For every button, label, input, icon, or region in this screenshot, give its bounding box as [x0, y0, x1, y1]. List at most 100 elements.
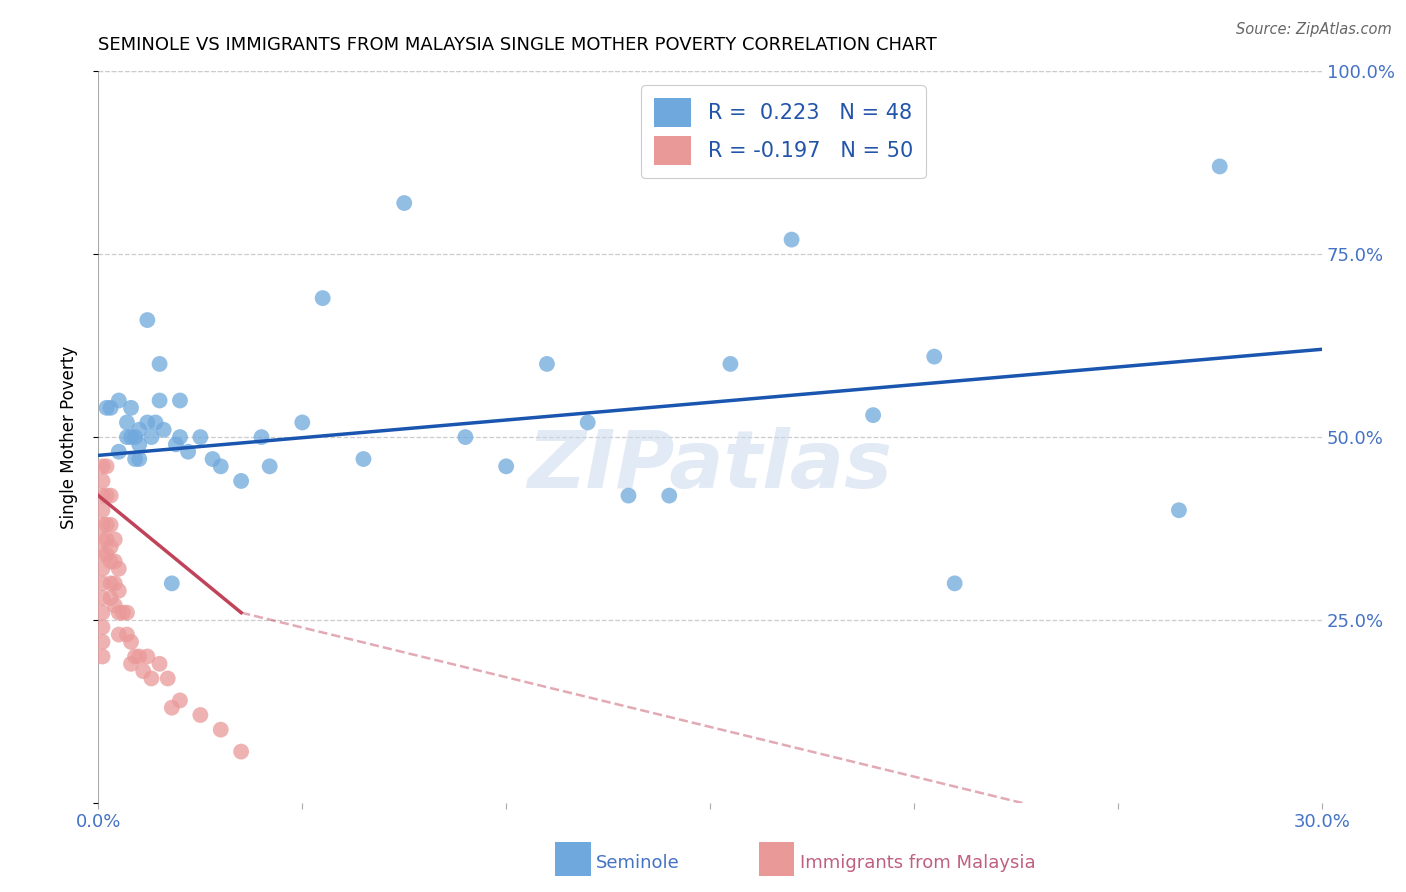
Point [156, 672, 179, 686]
Point [91, 562, 114, 576]
Point [100, 554, 122, 568]
Text: SEMINOLE VS IMMIGRANTS FROM MALAYSIA SINGLE MOTHER POVERTY CORRELATION CHART: SEMINOLE VS IMMIGRANTS FROM MALAYSIA SIN… [98, 36, 938, 54]
Point [104, 554, 127, 568]
Point [720, 357, 742, 371]
Point [91, 474, 114, 488]
Point [108, 393, 131, 408]
Point [495, 459, 517, 474]
Point [862, 408, 884, 422]
Point [141, 672, 163, 686]
Point [392, 196, 416, 211]
Point [259, 459, 281, 474]
Point [169, 430, 191, 444]
Point [250, 430, 273, 444]
Point [115, 627, 138, 641]
Legend: R =  0.223   N = 48, R = -0.197   N = 50: R = 0.223 N = 48, R = -0.197 N = 50 [641, 86, 925, 178]
Point [91, 606, 114, 620]
Point [91, 459, 114, 474]
Point [149, 357, 172, 371]
Point [115, 416, 138, 430]
Point [96, 547, 118, 561]
Point [91, 489, 114, 503]
Point [922, 350, 945, 364]
Point [201, 452, 224, 467]
Y-axis label: Single Mother Poverty: Single Mother Poverty [59, 345, 77, 529]
Point [454, 430, 477, 444]
Point [352, 452, 374, 467]
Point [91, 649, 114, 664]
Point [104, 576, 127, 591]
Point [128, 452, 150, 467]
Point [576, 416, 599, 430]
Point [943, 576, 966, 591]
Point [160, 576, 183, 591]
Point [209, 723, 232, 737]
Point [91, 533, 114, 547]
Text: Seminole: Seminole [596, 855, 681, 872]
Point [160, 700, 183, 714]
Point [169, 393, 191, 408]
Point [169, 693, 191, 707]
Point [104, 599, 127, 613]
Point [536, 357, 558, 371]
Point [145, 416, 167, 430]
Point [91, 620, 114, 634]
Point [188, 430, 212, 444]
Point [100, 489, 122, 503]
Point [149, 393, 172, 408]
Point [128, 649, 150, 664]
Point [91, 547, 114, 561]
Point [108, 627, 131, 641]
Point [1209, 160, 1232, 174]
Point [165, 437, 187, 451]
Point [91, 517, 114, 532]
Point [100, 540, 122, 554]
Point [128, 423, 150, 437]
Text: ZIPatlas: ZIPatlas [527, 427, 893, 506]
Point [141, 430, 163, 444]
Point [96, 489, 118, 503]
Point [658, 489, 681, 503]
Point [91, 503, 114, 517]
Point [108, 444, 131, 458]
Text: Immigrants from Malaysia: Immigrants from Malaysia [800, 855, 1036, 872]
Point [120, 635, 142, 649]
Point [132, 664, 155, 678]
Point [136, 416, 159, 430]
Point [120, 657, 142, 671]
Point [136, 649, 159, 664]
Point [96, 517, 118, 532]
Point [108, 606, 131, 620]
Point [111, 606, 134, 620]
Point [780, 233, 803, 247]
Text: Source: ZipAtlas.com: Source: ZipAtlas.com [1236, 22, 1392, 37]
Point [108, 562, 131, 576]
Point [136, 313, 159, 327]
Point [152, 423, 174, 437]
Point [124, 649, 146, 664]
Point [177, 444, 200, 458]
Point [124, 452, 146, 467]
Point [128, 437, 150, 451]
Point [120, 401, 142, 415]
Point [115, 430, 138, 444]
Point [231, 745, 253, 759]
Point [91, 635, 114, 649]
Point [100, 576, 122, 591]
Point [149, 657, 172, 671]
Point [91, 576, 114, 591]
Point [1167, 503, 1189, 517]
Point [91, 591, 114, 605]
Point [209, 459, 232, 474]
Point [104, 533, 127, 547]
Point [108, 583, 131, 598]
Point [96, 459, 118, 474]
Point [100, 517, 122, 532]
Point [124, 430, 146, 444]
Point [617, 489, 640, 503]
Point [96, 533, 118, 547]
Point [231, 474, 253, 488]
Point [115, 606, 138, 620]
Point [312, 291, 335, 305]
Point [188, 708, 212, 723]
